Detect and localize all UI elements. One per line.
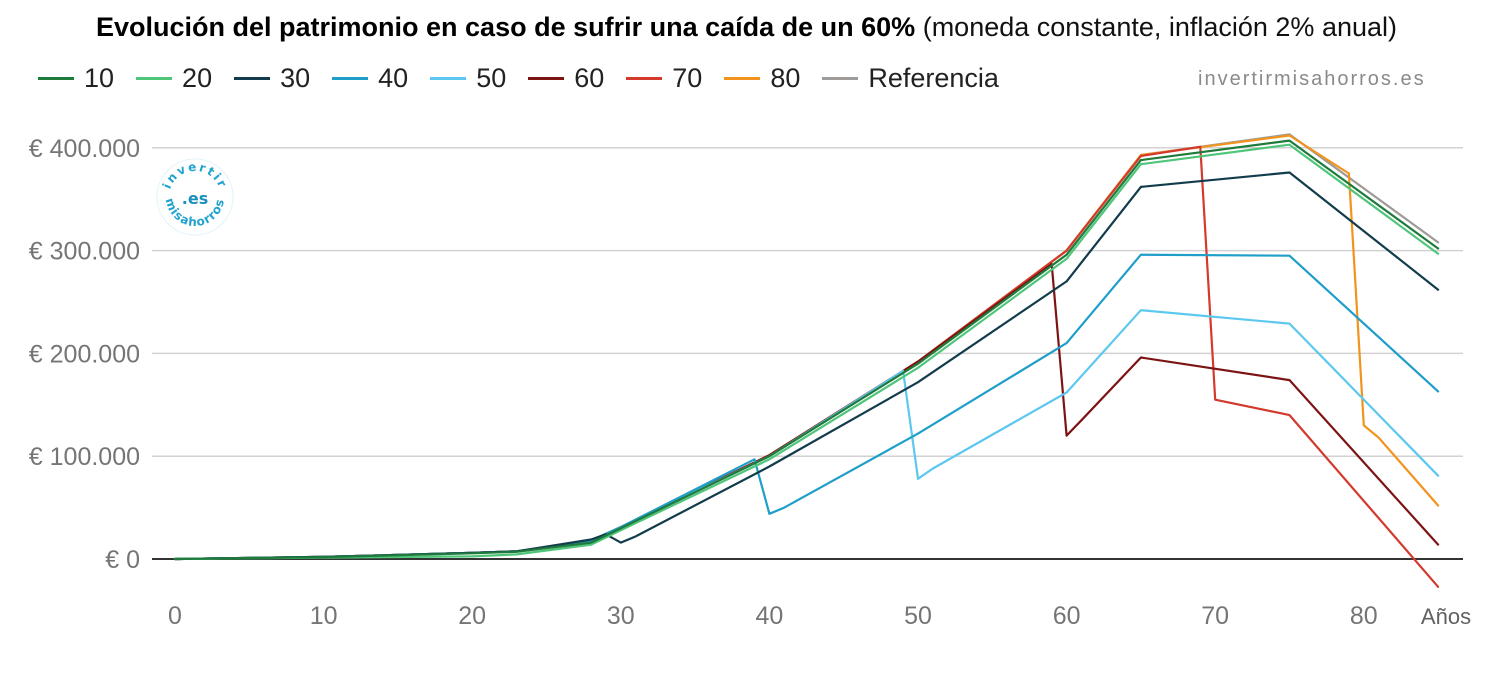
y-tick-label: € 0 xyxy=(105,546,140,574)
legend-item-50: 50 xyxy=(430,63,506,94)
series-line-70 xyxy=(173,145,1440,588)
legend-label: 70 xyxy=(672,62,703,93)
legend-item-30: 30 xyxy=(234,63,310,94)
y-tick-label: € 100.000 xyxy=(29,443,140,471)
brand-logo-seal: invertir misahorros .es xyxy=(156,158,234,236)
legend-item-referencia: Referencia xyxy=(822,63,999,94)
legend-swatch xyxy=(38,76,74,80)
x-tick-label: 0 xyxy=(168,602,182,630)
x-tick-label: 40 xyxy=(755,602,783,630)
legend-swatch xyxy=(724,76,761,80)
chart-title-subtitle: (moneda constante, inflación 2% anual) xyxy=(915,12,1397,42)
series-line-50 xyxy=(173,309,1440,561)
legend-item-80: 80 xyxy=(724,63,800,94)
chart-title: Evolución del patrimonio en caso de sufr… xyxy=(0,12,1493,43)
legend-label: Referencia xyxy=(868,62,999,93)
legend-item-70: 70 xyxy=(626,63,702,94)
y-tick-label: € 300.000 xyxy=(29,238,140,266)
chart-legend: 10 20 30 40 50 60 70 80 Referencia xyxy=(38,60,1021,96)
legend-swatch xyxy=(430,76,467,80)
legend-item-60: 60 xyxy=(528,63,604,94)
y-tick-label: € 400.000 xyxy=(29,135,140,163)
legend-swatch xyxy=(136,76,173,80)
legend-item-40: 40 xyxy=(332,63,408,94)
x-axis-ticks: 0 10 20 30 40 50 60 70 80 xyxy=(168,602,1378,630)
x-tick-label: 10 xyxy=(310,602,338,630)
logo-middle-text: .es xyxy=(182,189,208,208)
legend-label: 20 xyxy=(182,62,213,93)
series-line-30 xyxy=(173,171,1440,561)
y-tick-label: € 200.000 xyxy=(29,340,140,368)
series-lines xyxy=(173,133,1440,588)
x-tick-label: 60 xyxy=(1053,602,1081,630)
series-line-10 xyxy=(173,139,1440,561)
x-axis-label: Años xyxy=(1421,604,1471,629)
x-tick-label: 70 xyxy=(1201,602,1229,630)
x-tick-label: 30 xyxy=(607,602,635,630)
legend-swatch xyxy=(626,76,663,80)
legend-label: 30 xyxy=(280,62,311,93)
legend-label: 50 xyxy=(476,62,507,93)
legend-label: 80 xyxy=(770,62,801,93)
legend-item-20: 20 xyxy=(136,63,212,94)
legend-swatch xyxy=(332,76,369,80)
chart-title-bold: Evolución del patrimonio en caso de sufr… xyxy=(96,12,916,42)
series-line-20 xyxy=(173,143,1440,561)
watermark-url: invertirmisahorros.es xyxy=(1198,68,1426,90)
x-tick-label: 80 xyxy=(1350,602,1378,630)
x-tick-label: 20 xyxy=(458,602,486,630)
grid-lines xyxy=(152,147,1463,560)
y-axis-ticks: € 0 € 100.000 € 200.000 € 300.000 € 400.000 xyxy=(29,135,140,574)
legend-item-10: 10 xyxy=(38,63,114,94)
legend-swatch xyxy=(528,76,565,80)
legend-label: 60 xyxy=(574,62,605,93)
series-line-60 xyxy=(173,262,1440,561)
legend-label: 10 xyxy=(84,62,115,93)
legend-swatch xyxy=(234,76,271,80)
x-tick-label: 50 xyxy=(904,602,932,630)
legend-swatch xyxy=(822,76,859,80)
legend-label: 40 xyxy=(378,62,409,93)
